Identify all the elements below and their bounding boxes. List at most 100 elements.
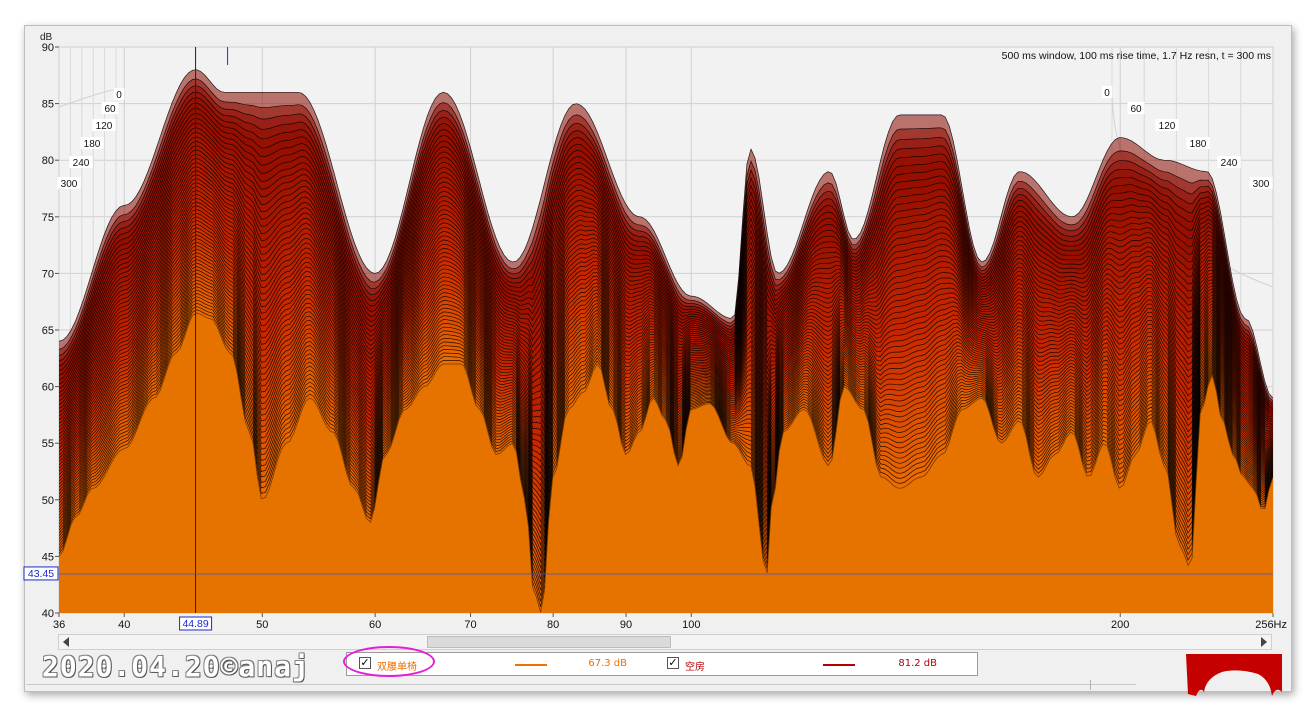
x-tick-label: 256Hz — [1255, 619, 1287, 631]
slice-line — [59, 201, 1273, 459]
slice-line — [59, 306, 1273, 602]
time-tick-right: 60 — [1127, 102, 1145, 115]
slice-line — [59, 241, 1273, 494]
time-tick-left: 120 — [92, 119, 116, 132]
cursor-x-box — [179, 616, 213, 631]
slice-line — [59, 216, 1273, 472]
time-tick-left: 240 — [69, 156, 93, 169]
slice-line — [59, 252, 1273, 511]
slice-line — [59, 85, 1273, 404]
slice-line — [59, 296, 1273, 585]
time-tick-bg — [1186, 137, 1210, 149]
slice-line — [59, 127, 1273, 418]
slice-line — [59, 149, 1273, 426]
scroll-thumb[interactable] — [427, 636, 671, 648]
y-tick-label: 70 — [42, 268, 54, 280]
time-tick-label: 240 — [73, 158, 90, 169]
time-tick-bg — [80, 137, 104, 149]
slice-line — [59, 231, 1273, 485]
time-tick-bg — [1101, 86, 1113, 98]
time-tick-label: 300 — [1253, 179, 1270, 190]
cursor-y-readout: 43.45 — [23, 566, 59, 581]
slice-line — [59, 262, 1273, 529]
slice-line — [59, 174, 1273, 438]
slice-line — [59, 182, 1273, 442]
time-tick-bg — [113, 88, 125, 100]
slice-line — [59, 132, 1273, 419]
slice-line — [59, 238, 1273, 491]
time-tick-right: 0 — [1101, 86, 1113, 99]
slice-line — [59, 255, 1273, 517]
slice-line — [59, 309, 1273, 607]
y-tick-label: 60 — [42, 382, 54, 394]
slice-line — [59, 272, 1273, 546]
slice-line — [59, 112, 1273, 413]
slice-line — [59, 102, 1273, 410]
slice-line — [59, 78, 1273, 402]
time-tick-right: 300 — [1249, 177, 1273, 190]
slice-line — [59, 136, 1273, 421]
y-unit-label: dB — [40, 32, 53, 43]
slice-line — [59, 289, 1273, 575]
slice-line — [59, 117, 1273, 415]
slice-line — [59, 227, 1273, 482]
slice-line — [59, 170, 1273, 435]
time-tick-label: 180 — [84, 139, 101, 150]
horizontal-scrollbar[interactable] — [58, 634, 1272, 650]
time-tick-bg — [57, 177, 81, 189]
y-tick-label: 40 — [42, 608, 54, 620]
y-tick-label: 50 — [42, 495, 54, 507]
slice-line — [59, 212, 1273, 469]
slice-line — [59, 302, 1273, 596]
scroll-left-arrow-icon[interactable] — [63, 637, 69, 647]
y-tick-label: 85 — [42, 99, 54, 111]
x-tick-label: 50 — [256, 619, 268, 631]
time-tick-label: 60 — [104, 104, 116, 115]
time-tick-left: 60 — [101, 102, 119, 115]
slice-line — [59, 299, 1273, 591]
status-divider — [26, 684, 1136, 685]
logo-icon — [1186, 654, 1282, 696]
slice-line — [59, 140, 1273, 423]
slice-line — [59, 107, 1273, 411]
legend-bar: ✓ 双腰单椅 67.3 dB ✓ 空房 81.2 dB — [346, 652, 978, 676]
scroll-right-arrow-icon[interactable] — [1261, 637, 1267, 647]
y-tick-label: 80 — [42, 155, 54, 167]
slice-line — [59, 158, 1273, 430]
highlight-ellipse — [343, 646, 435, 677]
x-tick-label: 90 — [620, 619, 632, 631]
slice-line-front — [59, 312, 1273, 613]
cursor-x-label: 44.89 — [182, 618, 208, 630]
slice-line — [59, 153, 1273, 428]
slice-line — [59, 205, 1273, 462]
slice-line — [59, 279, 1273, 558]
time-tick-left: 180 — [80, 137, 104, 150]
time-tick-label: 60 — [1130, 104, 1142, 115]
slice-fill-front — [59, 313, 1273, 613]
y-tick-label: 45 — [42, 551, 54, 563]
y-tick-label: 65 — [42, 325, 54, 337]
time-tick-bg — [1127, 102, 1145, 114]
slice-line — [59, 194, 1273, 452]
slice-line — [59, 245, 1273, 499]
cursor-x-readout: 44.89 — [179, 616, 213, 631]
x-tick-label: 80 — [547, 619, 559, 631]
time-tick-label: 300 — [61, 179, 78, 190]
time-tick-right: 120 — [1155, 119, 1179, 132]
slice-line — [59, 220, 1273, 475]
time-tick-bg — [101, 102, 119, 114]
series-2-checkbox[interactable]: ✓ — [667, 656, 679, 669]
x-tick-label: 60 — [369, 619, 381, 631]
time-tick-bg — [92, 119, 116, 131]
slice-line — [59, 223, 1273, 479]
slice-line — [59, 266, 1273, 535]
x-tick-label: 200 — [1111, 619, 1129, 631]
x-tick-label: 100 — [682, 619, 700, 631]
series-1-line-swatch — [515, 664, 547, 666]
waterfall-slices — [59, 69, 1273, 613]
series-2-name: 空房 — [685, 662, 705, 673]
slice-line — [59, 276, 1273, 552]
time-tick-left: 0 — [113, 88, 125, 101]
